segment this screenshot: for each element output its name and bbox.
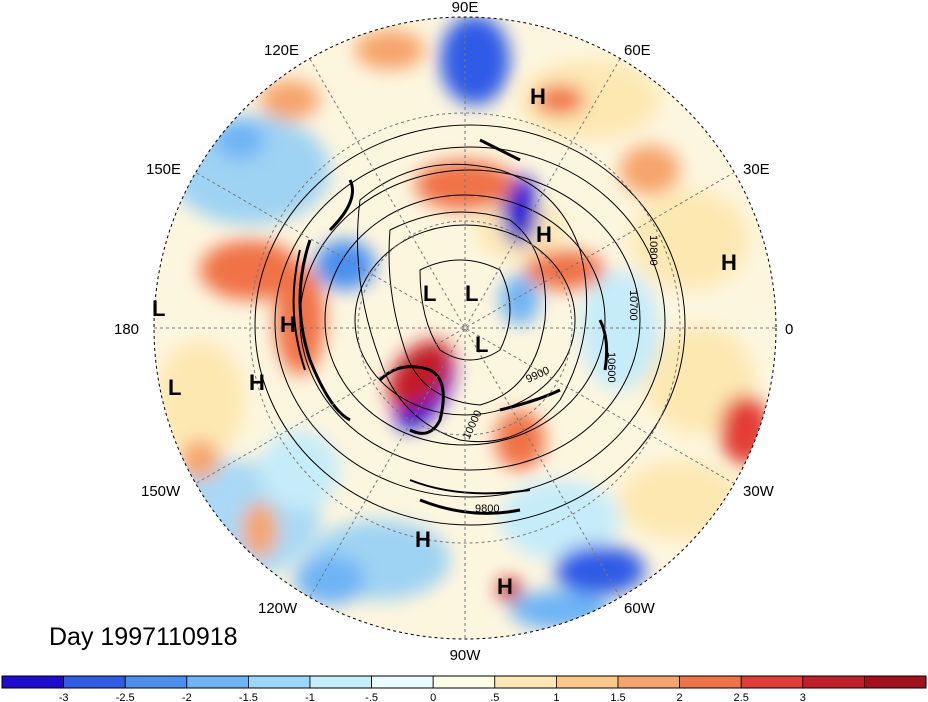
- colorbar-swatch: [247, 675, 311, 689]
- lon-label-60e: 60E: [624, 42, 651, 59]
- colorbar-tick-label: 2: [677, 692, 683, 702]
- colorbar-swatch: [740, 675, 804, 689]
- contour-label: 10800: [647, 235, 659, 266]
- pressure-centers: H H H H H H H L L L L L: [152, 84, 737, 599]
- colorbar-tick-label: -.5: [365, 692, 378, 702]
- colorbar-swatch: [309, 675, 372, 689]
- colorbar-tick-label: 0: [430, 692, 436, 702]
- colorbar-frame: [1, 675, 927, 689]
- colorbar-tick-label: -2: [182, 692, 192, 702]
- colorbar-swatch: [186, 675, 249, 689]
- colorbar-swatch: [802, 675, 865, 689]
- day-label: Day 1997110918: [49, 623, 238, 651]
- colorbar-tick-label: -1: [305, 692, 315, 702]
- low-center: L: [168, 375, 181, 400]
- colorbar-swatch: [679, 675, 742, 689]
- high-center: H: [497, 574, 513, 599]
- lon-label-90e: 90E: [452, 0, 479, 16]
- high-center: H: [530, 84, 546, 109]
- high-center: H: [280, 312, 296, 337]
- colorbar-swatch: [1, 675, 64, 689]
- colorbar-tick-label: -1.5: [239, 692, 258, 702]
- low-center: L: [423, 281, 436, 306]
- contour-label: 10700: [627, 290, 639, 321]
- colorbar-swatch: [432, 675, 496, 689]
- anomaly-shading: [154, 17, 776, 639]
- high-center: H: [415, 527, 431, 552]
- colorbar-swatch: [494, 675, 557, 689]
- graticule: [154, 17, 776, 639]
- high-center: H: [249, 370, 265, 395]
- colorbar: -3 -2.5 -2 -1.5 -1 -.5 0 .5 1 1.5 2 2.5 3: [1, 675, 927, 702]
- lon-label-60w: 60W: [624, 600, 656, 617]
- lon-label-120e: 120E: [264, 42, 299, 59]
- colorbar-tick-label: -2.5: [116, 692, 135, 702]
- map-boundary: [153, 16, 777, 640]
- colorbar-swatch: [124, 675, 188, 689]
- colorbar-swatch: [371, 675, 434, 689]
- colorbar-tick-label: 1: [553, 692, 559, 702]
- lon-label-30w: 30W: [743, 483, 775, 500]
- low-center: L: [152, 296, 165, 321]
- colorbar-swatch: [63, 675, 126, 689]
- lon-label-150e: 150E: [146, 161, 181, 178]
- colorbar-swatch: [617, 675, 680, 689]
- high-center: H: [721, 250, 737, 275]
- lon-label-120w: 120W: [258, 600, 298, 617]
- high-center: H: [536, 222, 552, 247]
- colorbar-swatch: [864, 675, 927, 689]
- colorbar-tick-label: 3: [800, 692, 806, 702]
- lon-label-180: 180: [114, 321, 139, 338]
- contour-label: 10600: [605, 352, 617, 383]
- low-center: L: [475, 332, 488, 357]
- low-center: L: [465, 281, 478, 306]
- lon-label-30e: 30E: [743, 161, 770, 178]
- colorbar-tick-label: .5: [490, 692, 499, 702]
- lon-label-150w: 150W: [141, 483, 181, 500]
- colorbar-tick-label: -3: [59, 692, 69, 702]
- lon-label-0: 0: [785, 321, 793, 338]
- colorbar-swatch: [556, 675, 619, 689]
- contour-label: 9800: [475, 503, 499, 515]
- lon-label-90w: 90W: [450, 647, 482, 664]
- colorbar-tick-label: 2.5: [734, 692, 749, 702]
- colorbar-tick-label: 1.5: [610, 692, 625, 702]
- longitude-labels: 90E 60E 120E 30E 150E 180 0 150W 30W 120…: [114, 0, 793, 664]
